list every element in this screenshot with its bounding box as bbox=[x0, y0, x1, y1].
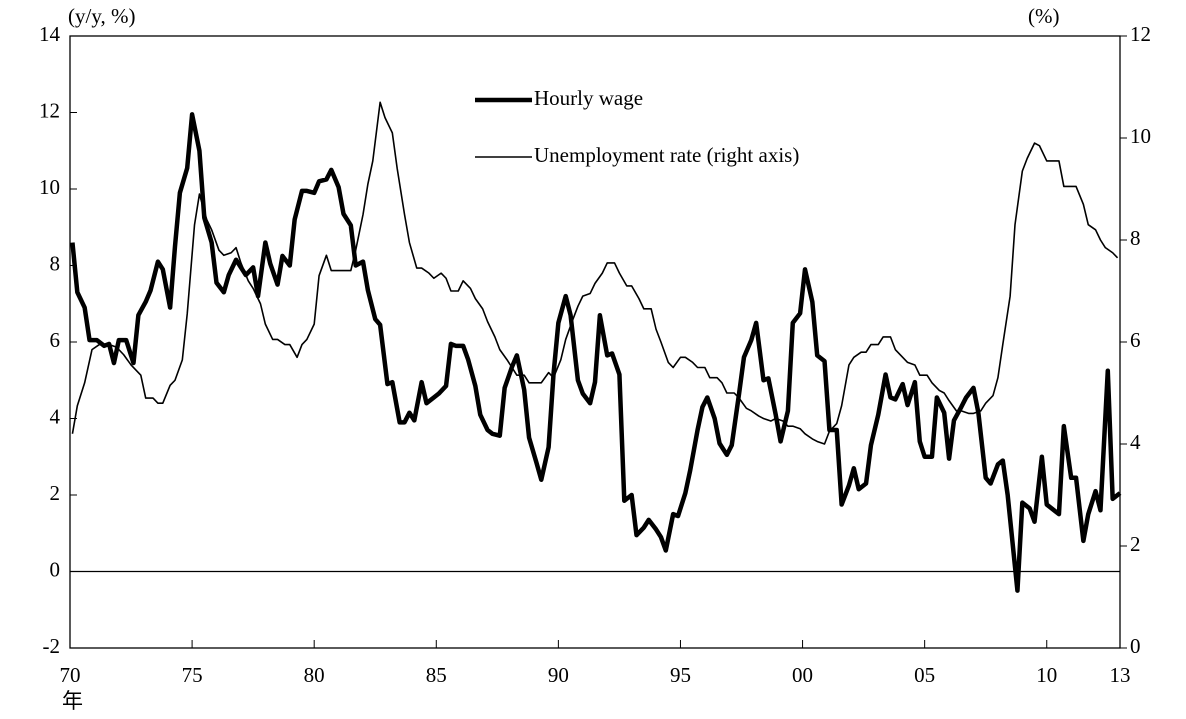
legend-label: Unemployment rate (right axis) bbox=[534, 143, 799, 167]
y-tick-label: 14 bbox=[39, 22, 61, 46]
plot-frame bbox=[69, 35, 1121, 649]
x-tick-label: 90 bbox=[548, 663, 569, 687]
x-tick-label: 05 bbox=[914, 663, 935, 687]
x-tick-label: 10 bbox=[1036, 663, 1057, 687]
y-tick-label: 12 bbox=[39, 98, 60, 122]
x-tick-label: 75 bbox=[182, 663, 203, 687]
y2-tick-label: 6 bbox=[1130, 328, 1141, 352]
y-tick-label: 0 bbox=[50, 557, 61, 581]
y2-axis-label: (%) bbox=[1028, 4, 1059, 28]
y-tick-label: -2 bbox=[43, 634, 61, 658]
series-line bbox=[70, 112, 1122, 593]
y2-tick-label: 0 bbox=[1130, 634, 1141, 658]
x-tick-label: 13 bbox=[1110, 663, 1131, 687]
y-tick-label: 4 bbox=[50, 404, 61, 428]
y-tick-label: 2 bbox=[50, 481, 61, 505]
y2-tick-label: 10 bbox=[1130, 124, 1151, 148]
legend-label: Hourly wage bbox=[534, 86, 643, 110]
y-tick-label: 8 bbox=[50, 251, 61, 275]
y-tick-label: 6 bbox=[50, 328, 61, 352]
x-tick-label: 95 bbox=[670, 663, 691, 687]
y2-tick-label: 8 bbox=[1130, 226, 1141, 250]
x-tick-label: 00 bbox=[792, 663, 813, 687]
y-tick-label: 10 bbox=[39, 175, 60, 199]
x-tick-label: 80 bbox=[304, 663, 325, 687]
y2-tick-label: 4 bbox=[1130, 430, 1141, 454]
y2-tick-label: 12 bbox=[1130, 22, 1151, 46]
y-axis-label: (y/y, %) bbox=[68, 4, 135, 28]
y2-tick-label: 2 bbox=[1130, 532, 1141, 556]
x-tick-label: 85 bbox=[426, 663, 447, 687]
x-tick-label: 70 bbox=[60, 663, 81, 687]
series-line bbox=[71, 101, 1119, 445]
x-axis-unit: 年 bbox=[62, 689, 83, 713]
